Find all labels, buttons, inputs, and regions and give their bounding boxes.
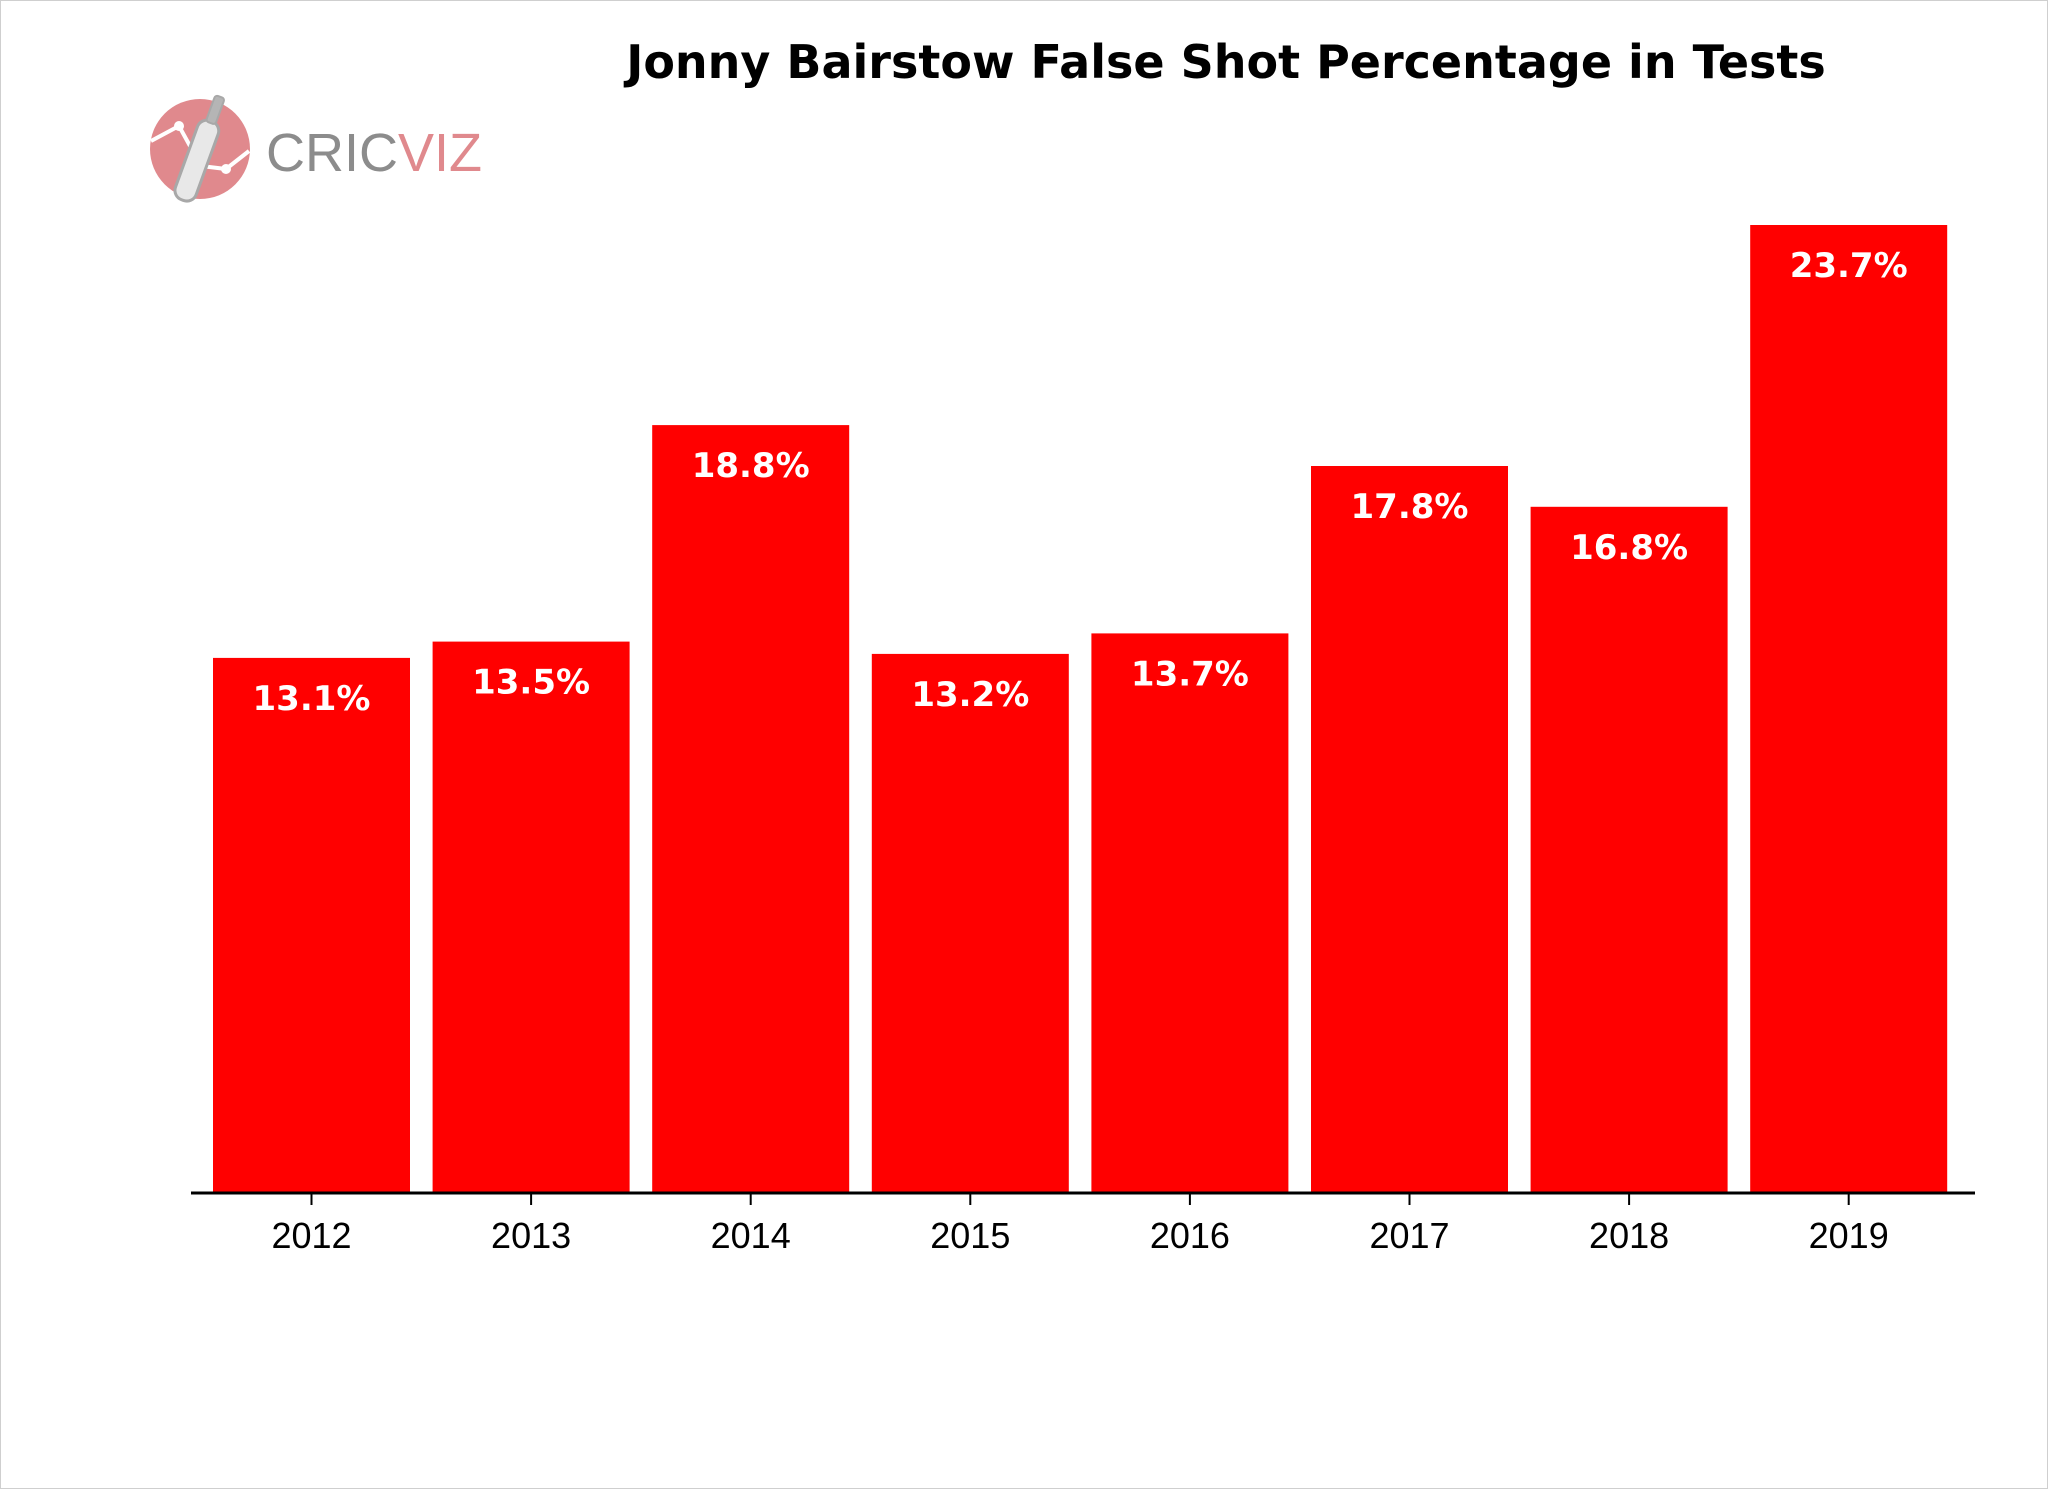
x-tick-label-2014: 2014 [711,1215,791,1256]
logo-text-cric: CRIC [266,123,398,183]
bar-2018 [1530,506,1728,1193]
bar-data-label-2012: 13.1% [253,679,371,719]
cricviz-logo: CRICVIZ [150,94,482,203]
bar-data-label-2016: 13.7% [1131,654,1249,694]
bar-2015 [871,653,1069,1193]
bar-2016 [1091,633,1289,1193]
x-tick-label-2018: 2018 [1589,1215,1669,1256]
svg-text:CRICVIZ: CRICVIZ [266,123,482,183]
bar-data-label-2017: 17.8% [1351,487,1469,527]
x-tick-label-2015: 2015 [930,1215,1010,1256]
x-axis-ticks: 2012 2013 2014 2015 2016 2017 2018 2019 [271,1193,1889,1256]
bar-2017 [1311,466,1508,1193]
bar-data-label-2015: 13.2% [911,675,1029,715]
bar-data-label-2019: 23.7% [1790,246,1908,286]
logo-text-viz: VIZ [398,123,482,183]
bars-group: 13.1% 13.5% 18.8% 13.2% 13.7% 17.8% 16.8% 23.7% [213,225,1948,1194]
x-tick-label-2013: 2013 [491,1215,571,1256]
chart-title: Jonny Bairstow False Shot Percentage in … [623,35,1826,89]
bar-data-label-2018: 16.8% [1570,528,1688,568]
x-tick-label-2016: 2016 [1150,1215,1230,1256]
x-tick-label-2017: 2017 [1369,1215,1449,1256]
cricket-bat-icon [150,94,251,203]
bar-data-label-2013: 13.5% [472,663,590,703]
bar-2013 [432,641,630,1193]
bar-2014 [652,425,850,1194]
x-tick-label-2012: 2012 [271,1215,351,1256]
bar-2019 [1750,225,1948,1193]
bar-2012 [213,657,410,1193]
x-tick-label-2019: 2019 [1809,1215,1889,1256]
bar-data-label-2014: 18.8% [692,446,810,486]
